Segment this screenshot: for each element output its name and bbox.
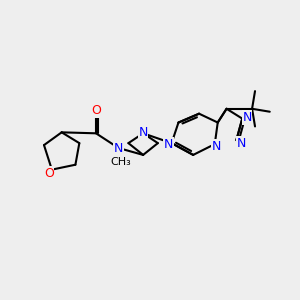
Text: N: N xyxy=(164,138,173,151)
Text: N: N xyxy=(212,140,221,153)
Text: O: O xyxy=(91,104,101,117)
Text: N: N xyxy=(138,126,148,139)
Text: N: N xyxy=(114,142,123,154)
Text: N: N xyxy=(237,136,246,150)
Text: N: N xyxy=(213,140,222,153)
Text: CH₃: CH₃ xyxy=(110,157,131,167)
Text: O: O xyxy=(44,167,54,180)
Text: N: N xyxy=(242,111,252,124)
